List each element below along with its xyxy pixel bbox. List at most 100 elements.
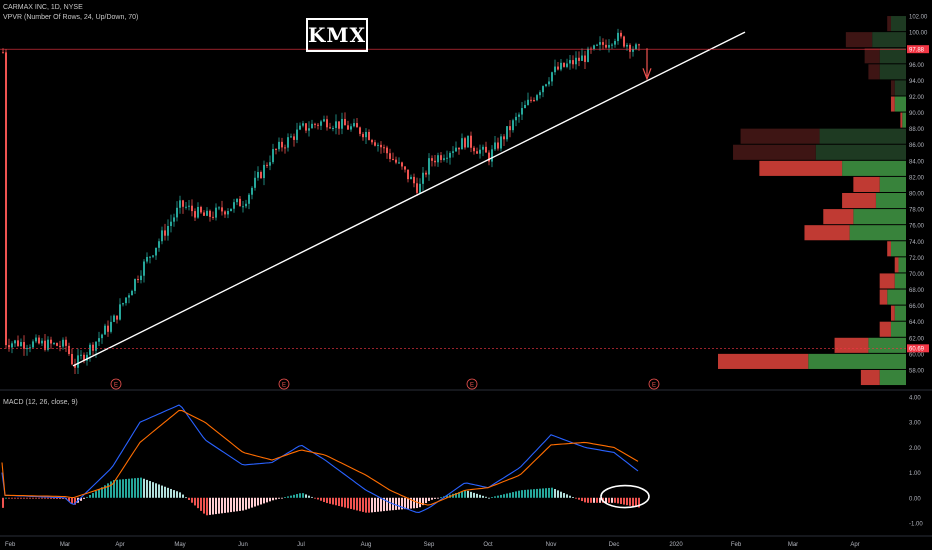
vpvr-down-bar	[879, 289, 888, 305]
macd-hist-bar	[296, 494, 298, 498]
macd-hist-bar	[590, 497, 592, 503]
macd-hist-bar	[620, 497, 622, 504]
macd-hist-bar	[323, 497, 325, 502]
macd-hist-bar	[5, 497, 7, 499]
candle-body	[338, 121, 340, 129]
price-tick-label: 72.00	[909, 256, 925, 262]
macd-hist-bar	[197, 497, 199, 509]
candle-body	[335, 121, 337, 128]
candle-body	[170, 221, 172, 226]
price-tick-label: 78.00	[909, 208, 925, 214]
candle-body	[596, 44, 598, 46]
macd-hist-bar	[23, 497, 25, 499]
candle-body	[569, 60, 571, 64]
macd-hist-bar	[551, 487, 553, 498]
macd-hist-bar	[344, 497, 346, 508]
macd-hist-bar	[98, 489, 100, 498]
price-tick-label: 100.00	[909, 31, 928, 37]
time-tick-label: Mar	[60, 542, 70, 548]
candles	[2, 28, 640, 374]
candle-body	[242, 206, 244, 208]
candle-body	[470, 135, 472, 148]
candle-body	[59, 345, 61, 347]
candle-body	[122, 303, 124, 305]
macd-hist-bar	[416, 497, 418, 509]
candle-body	[362, 133, 364, 138]
macd-hist-bar	[290, 495, 292, 498]
candle-body	[176, 207, 178, 218]
candle-body	[287, 137, 289, 148]
candle-body	[344, 118, 346, 126]
price-tick-label: 58.00	[909, 368, 925, 374]
candle-body	[161, 230, 163, 242]
candle-body	[272, 149, 274, 163]
vpvr-down-bar	[887, 241, 891, 257]
macd-hist-bar	[524, 489, 526, 498]
candle-body	[248, 194, 250, 204]
candle-body	[635, 44, 637, 50]
candle-body	[191, 205, 193, 212]
macd-hist-bar	[563, 493, 565, 498]
price-tick-label: 70.00	[909, 272, 925, 278]
macd-hist-bar	[116, 479, 118, 498]
candle-body	[128, 295, 130, 298]
vpvr-up-bar	[879, 369, 906, 386]
candle-body	[434, 160, 436, 163]
candle-body	[152, 255, 154, 257]
macd-hist-bar	[386, 497, 388, 511]
candle-body	[602, 42, 604, 45]
macd-hist-bar	[497, 495, 499, 498]
macd-hist-bar	[455, 493, 457, 498]
macd-hist-bar	[623, 497, 625, 505]
candle-body	[632, 49, 634, 52]
macd-hist-bar	[515, 491, 517, 498]
macd-hist-bar	[302, 493, 304, 498]
macd-hist-bar	[239, 497, 241, 511]
macd-hist-bar	[158, 484, 160, 498]
candle-body	[485, 146, 487, 153]
macd-hist-bar	[212, 497, 214, 515]
vpvr-down-bar	[868, 64, 880, 80]
macd-hist-bar	[533, 489, 535, 498]
candle-body	[317, 124, 319, 126]
candle-body	[164, 230, 166, 236]
candle-body	[230, 208, 232, 212]
macd-hist-bar	[170, 488, 172, 498]
candle-body	[536, 95, 538, 101]
macd-hist-bar	[320, 497, 322, 501]
macd-hist-bar	[101, 487, 103, 498]
vpvr-down-bar	[879, 321, 891, 337]
vpvr-up-bar	[887, 289, 906, 305]
candle-body	[110, 321, 112, 332]
macd-hist-bar	[278, 497, 280, 499]
macd-hist-bar	[599, 497, 601, 503]
vpvr-up-bar	[879, 176, 906, 192]
macd-hist-bar	[224, 497, 226, 513]
candle-body	[44, 340, 46, 350]
candle-body	[404, 166, 406, 170]
macd-hist-bar	[275, 497, 277, 500]
candle-body	[563, 62, 565, 67]
macd-hist-bar	[476, 493, 478, 498]
candle-body	[500, 136, 502, 149]
vpvr-up-bar	[872, 32, 906, 48]
macd-hist-bar	[614, 497, 616, 503]
macd-tick-label: 0.00	[909, 496, 921, 502]
macd-hist-bar	[431, 497, 433, 500]
vpvr-up-bar	[890, 241, 906, 257]
macd-hist-bar	[332, 497, 334, 505]
macd-hist-bar	[131, 478, 133, 498]
time-tick-label: May	[174, 542, 185, 548]
vpvr-down-bar	[860, 369, 880, 386]
candle-body	[188, 205, 190, 207]
macd-tick-label: 4.00	[909, 396, 921, 402]
macd-hist-bar	[500, 494, 502, 498]
candle-body	[614, 41, 616, 45]
candle-body	[617, 32, 619, 42]
candle-body	[374, 142, 376, 146]
macd-tick-label: 3.00	[909, 421, 921, 427]
candle-body	[467, 135, 469, 148]
macd-hist-bar	[368, 497, 370, 513]
macd-hist-bar	[434, 497, 436, 499]
